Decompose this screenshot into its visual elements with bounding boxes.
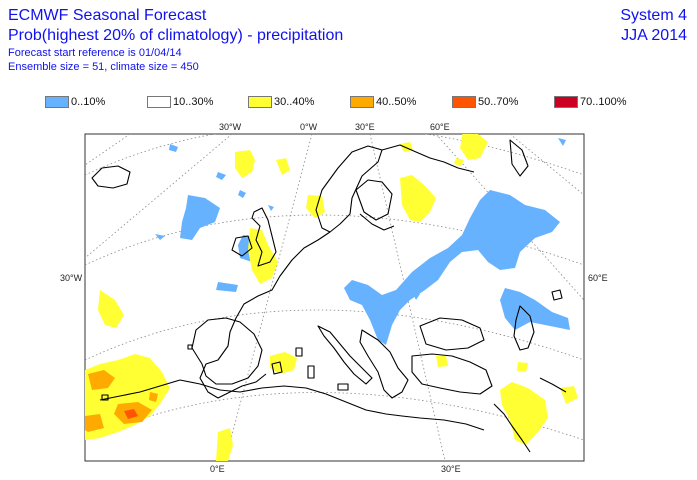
forecast-start-reference: Forecast start reference is 01/04/14 <box>8 47 182 59</box>
legend-swatch <box>350 96 374 108</box>
title-block: ECMWF Seasonal Forecast Prob(highest 20%… <box>8 6 343 74</box>
prob-area-50-70 <box>124 409 138 419</box>
legend-swatch <box>554 96 578 108</box>
ensemble-size: Ensemble size = 51, climate size = 450 <box>8 61 199 73</box>
top-lon-label-4: 60°E <box>430 122 450 132</box>
legend-label: 10..30% <box>173 96 214 108</box>
legend-swatch <box>248 96 272 108</box>
season-label: JJA 2014 <box>621 27 687 44</box>
legend-swatch <box>452 96 476 108</box>
legend-swatch <box>147 96 171 108</box>
system-info: System 4 JJA 2014 <box>620 6 687 46</box>
chart-title: ECMWF Seasonal Forecast <box>8 7 207 24</box>
prob-area-30-40 <box>85 134 578 461</box>
top-lon-label-2: 0°W <box>300 122 318 132</box>
legend-label: 70..100% <box>580 96 627 108</box>
bottom-lon-label-2: 30°E <box>441 464 461 474</box>
left-lon-label: 30°W <box>60 273 83 283</box>
coastlines <box>91 139 567 453</box>
chart-subtitle: Prob(highest 20% of climatology) - preci… <box>8 27 344 44</box>
legend-label: 0..10% <box>71 96 106 108</box>
legend-label: 50..70% <box>478 96 519 108</box>
legend-label: 30..40% <box>274 96 315 108</box>
map-frame <box>84 133 585 462</box>
right-lon-label: 60°E <box>588 273 608 283</box>
top-lon-label-3: 30°E <box>355 122 375 132</box>
system-label: System 4 <box>620 7 687 24</box>
legend-label: 40..50% <box>376 96 417 108</box>
bottom-lon-label-1: 0°E <box>210 464 225 474</box>
legend-swatch <box>45 96 69 108</box>
top-lon-label-1: 30°W <box>219 122 242 132</box>
legend: 0..10% 10..30% 30..40% 40..50% 50..70% 7… <box>0 96 697 110</box>
